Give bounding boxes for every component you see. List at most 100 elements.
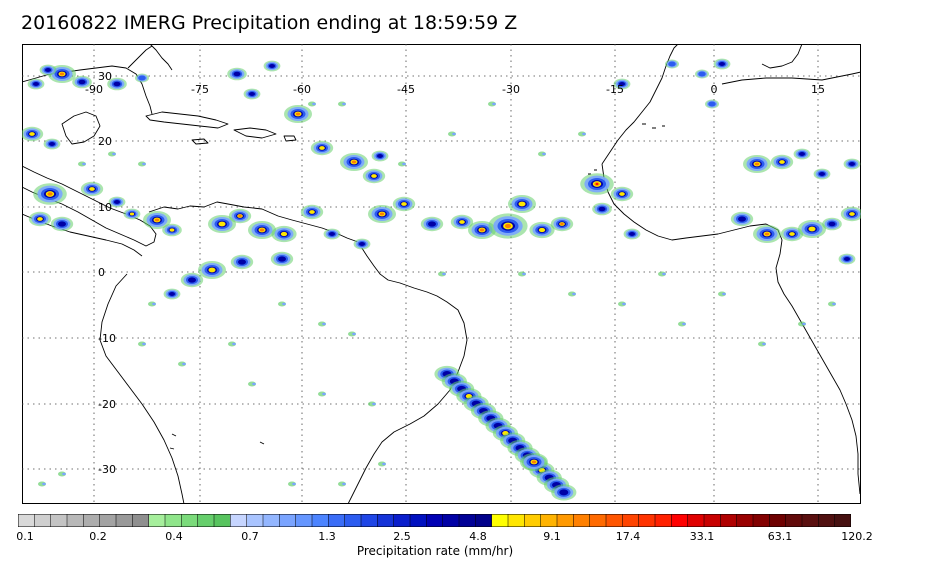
colorbar-tick-label: 63.1 (767, 530, 793, 543)
latitude-labels: 30 20 10 0 -10 -20 -30 (98, 70, 116, 476)
colorbar-tick-label: 0.1 (16, 530, 34, 543)
colorbar-swatch (17, 513, 35, 528)
colorbar-swatch (377, 513, 395, 528)
longitude-label: -15 (606, 83, 624, 96)
precipitation-field (22, 58, 861, 501)
colorbar-swatch (720, 513, 738, 528)
colorbar-swatch (34, 513, 52, 528)
colorbar-swatch (801, 513, 819, 528)
colorbar-tick-label: 33.1 (689, 530, 715, 543)
yucatan-coast (61, 111, 101, 145)
colorbar-swatch (752, 513, 770, 528)
colorbar-tick-label: 2.5 (393, 530, 411, 543)
latitude-label: -10 (98, 332, 116, 345)
coastlines (22, 44, 861, 504)
colorbar-tick-label: 0.7 (241, 530, 259, 543)
colorbar-swatch (475, 513, 493, 528)
colorbar-tick-label: 9.1 (543, 530, 561, 543)
colorbar-swatch (262, 513, 280, 528)
colorbar-swatch (311, 513, 329, 528)
colorbar-tick-label: 4.8 (469, 530, 487, 543)
colorbar-swatch (344, 513, 362, 528)
longitude-label: -45 (397, 83, 415, 96)
colorbar-swatch (834, 513, 852, 528)
africa-west-bulge (601, 163, 861, 495)
colorbar-swatch (556, 513, 574, 528)
colorbar-swatch (99, 513, 117, 528)
colorbar-swatch (654, 513, 672, 528)
colorbar-swatch (279, 513, 297, 528)
colorbar-swatch (393, 513, 411, 528)
longitude-label: -60 (293, 83, 311, 96)
colorbar-swatch (246, 513, 264, 528)
colorbar-swatch (589, 513, 607, 528)
latitude-label: 30 (98, 70, 112, 83)
colorbar-tick-label: 17.4 (615, 530, 641, 543)
colorbar-swatch (703, 513, 721, 528)
colorbar-swatch (66, 513, 84, 528)
colorbar-swatch (507, 513, 525, 528)
south-america-west-coast (99, 273, 185, 504)
map-title: 20160822 IMERG Precipitation ending at 1… (21, 12, 518, 34)
colorbar-swatch (132, 513, 150, 528)
colorbar-swatch (295, 513, 313, 528)
africa-coastline (601, 44, 679, 165)
colorbar-swatch (638, 513, 656, 528)
central-america-coastline (22, 165, 157, 247)
colorbar-swatch (524, 513, 542, 528)
precipitation-map: -90 -75 -60 -45 -30 -15 0 15 30 20 10 0 -10 -20 -30 (22, 44, 861, 504)
colorbar-title: Precipitation rate (mm/hr) (356, 544, 514, 558)
latitude-label: 10 (98, 201, 112, 214)
longitude-label: -90 (85, 83, 103, 96)
lakes-andes (169, 433, 265, 450)
colorbar-swatch (458, 513, 476, 528)
south-america-coastline (148, 201, 468, 504)
colorbar-swatch (328, 513, 346, 528)
colorbar-swatch (622, 513, 640, 528)
colorbar-tick-label: 120.2 (841, 530, 873, 543)
colorbar-swatch (360, 513, 378, 528)
jamaica-coastline (191, 138, 209, 145)
colorbar (17, 512, 852, 528)
longitude-label: -30 (502, 83, 520, 96)
colorbar-swatch (181, 513, 199, 528)
colorbar-swatch (83, 513, 101, 528)
longitude-labels: -90 -75 -60 -45 -30 -15 0 15 (85, 83, 825, 96)
canary-islands (642, 123, 665, 129)
colorbar-swatch (164, 513, 182, 528)
colorbar-swatch (605, 513, 623, 528)
us-east-coast (149, 44, 173, 71)
latitude-label: -30 (98, 463, 116, 476)
colorbar-swatch (736, 513, 754, 528)
latitude-label: -20 (98, 398, 116, 411)
florida-coast (127, 45, 153, 69)
colorbar-swatch (671, 513, 689, 528)
colorbar-swatch (115, 513, 133, 528)
longitude-label: -75 (191, 83, 209, 96)
colorbar-swatch (213, 513, 231, 528)
longitude-label: 0 (711, 83, 718, 96)
colorbar-tick-label: 0.4 (165, 530, 183, 543)
longitude-label: 15 (811, 83, 825, 96)
cuba-coastline (145, 111, 229, 129)
mediterranean-coast (721, 71, 861, 85)
map-canvas: -90 -75 -60 -45 -30 -15 0 15 30 20 10 0 -10 -20 -30 (22, 44, 861, 504)
colorbar-swatch (230, 513, 248, 528)
hispaniola-coastline (233, 127, 277, 139)
colorbar-swatch (148, 513, 166, 528)
colorbar-swatch (197, 513, 215, 528)
colorbar-tick-label: 1.3 (318, 530, 336, 543)
colorbar-swatch (818, 513, 836, 528)
colorbar-tick-label: 0.2 (89, 530, 107, 543)
colorbar-swatch (50, 513, 68, 528)
puerto-rico-coastline (283, 135, 297, 142)
colorbar-swatch (426, 513, 444, 528)
colorbar-swatch (491, 513, 509, 528)
colorbar-swatch (540, 513, 558, 528)
colorbar-swatch (687, 513, 705, 528)
latitude-label: 20 (98, 135, 112, 148)
colorbar-swatch (409, 513, 427, 528)
latitude-label: 0 (98, 266, 105, 279)
colorbar-swatch (769, 513, 787, 528)
colorbar-swatch (785, 513, 803, 528)
